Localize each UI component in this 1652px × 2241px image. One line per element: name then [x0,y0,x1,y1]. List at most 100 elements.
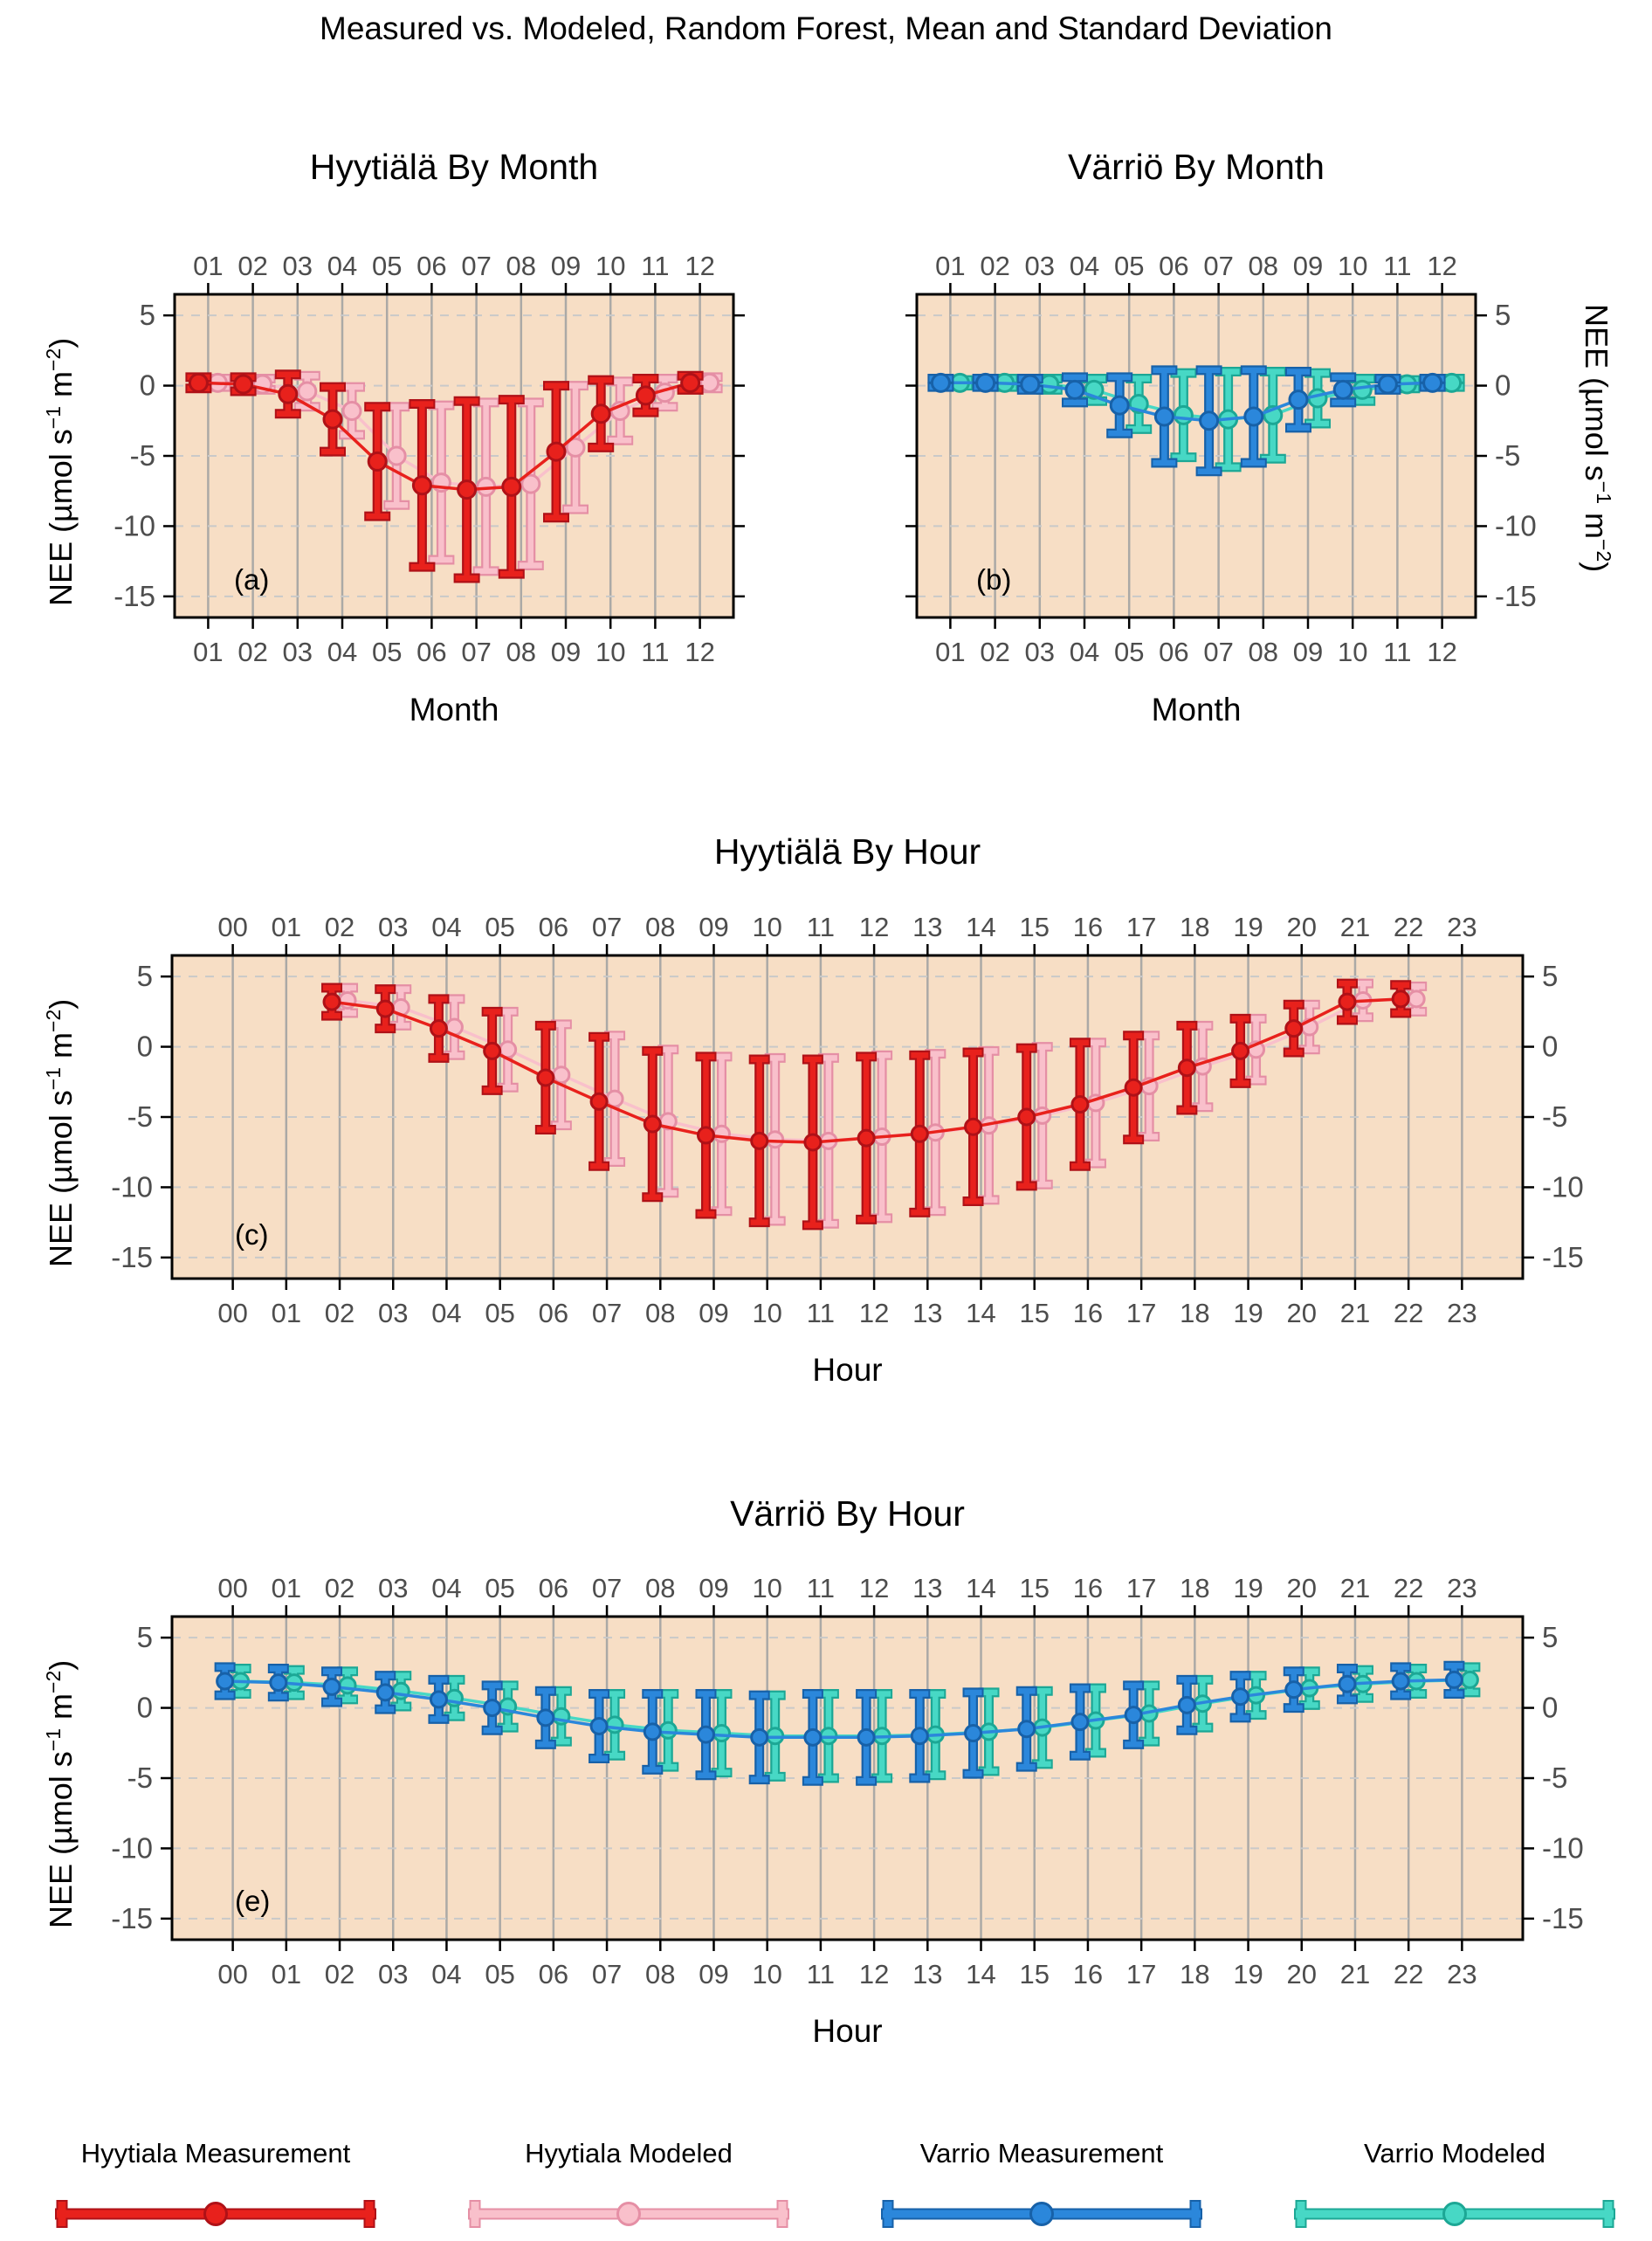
svg-text:-10: -10 [114,509,155,541]
svg-text:10: 10 [752,1573,781,1603]
svg-text:16: 16 [1073,1959,1103,1989]
legend-label-hyytiala-modeled: Hyytiala Modeled [525,2138,733,2169]
svg-text:23: 23 [1447,1573,1476,1603]
svg-text:11: 11 [807,1298,835,1328]
svg-text:01: 01 [935,637,965,667]
svg-text:06: 06 [539,1959,568,1989]
panel-e-title: Värriö By Hour [730,1493,965,1534]
svg-text:04: 04 [1070,251,1099,281]
svg-text:11: 11 [641,251,669,281]
svg-text:21: 21 [1340,1959,1370,1989]
svg-text:12: 12 [859,912,889,942]
svg-text:13: 13 [912,912,942,942]
svg-text:-15: -15 [1542,1902,1584,1934]
panel-e-yaxis-title: NEE (µmol s−1 m−2) [42,1659,79,1928]
svg-text:07: 07 [461,251,491,281]
panel-c-letter: (c) [235,1218,269,1251]
svg-text:07: 07 [1203,251,1233,281]
svg-text:07: 07 [592,1959,622,1989]
svg-text:17: 17 [1126,1573,1156,1603]
svg-text:04: 04 [431,912,461,942]
legend-glyph-hyytiala-modeled [468,2200,789,2228]
svg-text:-5: -5 [1542,1100,1567,1133]
panel-c-plot: 0000010102020303040405050606070708080909… [111,912,1583,1328]
svg-text:05: 05 [485,1298,514,1328]
svg-text:23: 23 [1447,1959,1476,1989]
svg-text:09: 09 [551,637,581,667]
svg-text:19: 19 [1233,1298,1263,1328]
svg-text:16: 16 [1073,912,1103,942]
svg-text:06: 06 [539,1298,568,1328]
svg-text:04: 04 [1070,637,1099,667]
svg-text:02: 02 [237,251,267,281]
svg-text:5: 5 [1542,960,1558,992]
panel-e-xaxis-title: Hour [812,2013,883,2049]
panel-c-yaxis-title: NEE (µmol s−1 m−2) [42,998,79,1267]
svg-text:06: 06 [416,251,446,281]
svg-text:10: 10 [752,1959,781,1989]
svg-text:-10: -10 [111,1831,153,1864]
svg-text:21: 21 [1340,912,1370,942]
svg-text:07: 07 [592,912,622,942]
svg-text:02: 02 [237,637,267,667]
svg-text:08: 08 [1249,637,1278,667]
panel-b-plot: 0101020203030404050506060707080809091010… [905,251,1537,667]
svg-text:08: 08 [645,1298,675,1328]
svg-text:23: 23 [1447,912,1476,942]
svg-text:11: 11 [1383,637,1411,667]
svg-text:00: 00 [217,1298,247,1328]
legend-glyph-hyytiala-measurement [55,2200,376,2228]
svg-text:05: 05 [1114,251,1144,281]
svg-text:08: 08 [1249,251,1278,281]
svg-text:01: 01 [193,251,223,281]
legend-glyph-varrio-measurement [881,2200,1202,2228]
legend-glyph-varrio-modeled [1294,2200,1615,2228]
panel-a-plot: 0101020203030404050506060707080809091010… [114,251,745,667]
svg-text:20: 20 [1287,1959,1317,1989]
svg-text:12: 12 [859,1959,889,1989]
svg-text:08: 08 [645,912,675,942]
svg-text:09: 09 [699,1959,728,1989]
svg-text:12: 12 [1427,251,1456,281]
svg-text:13: 13 [912,1298,942,1328]
svg-text:10: 10 [1338,251,1367,281]
svg-text:00: 00 [217,1573,247,1603]
svg-text:20: 20 [1287,1573,1317,1603]
svg-text:5: 5 [137,1621,153,1653]
panel-b-letter: (b) [976,563,1012,596]
svg-text:12: 12 [685,251,714,281]
svg-text:08: 08 [645,1959,675,1989]
svg-text:12: 12 [859,1298,889,1328]
svg-text:15: 15 [1019,1959,1049,1989]
svg-text:02: 02 [980,251,1009,281]
svg-text:09: 09 [699,1298,728,1328]
svg-text:19: 19 [1233,1959,1263,1989]
svg-text:06: 06 [539,912,568,942]
svg-text:11: 11 [807,1573,835,1603]
panel-e-letter: (e) [235,1885,271,1917]
svg-text:02: 02 [325,1573,354,1603]
svg-text:08: 08 [506,637,536,667]
svg-text:10: 10 [1338,637,1367,667]
panel-b-xaxis-title: Month [1151,692,1242,727]
svg-text:21: 21 [1340,1298,1370,1328]
legend-label-varrio-measurement: Varrio Measurement [919,2138,1164,2169]
svg-text:15: 15 [1019,912,1049,942]
svg-text:04: 04 [431,1298,461,1328]
svg-text:-15: -15 [111,1241,153,1273]
svg-text:06: 06 [539,1573,568,1603]
svg-text:10: 10 [595,637,625,667]
svg-text:11: 11 [641,637,669,667]
svg-text:03: 03 [1025,637,1055,667]
svg-text:22: 22 [1394,1573,1423,1603]
svg-text:0: 0 [140,369,155,402]
svg-text:-15: -15 [111,1902,153,1934]
svg-text:16: 16 [1073,1298,1103,1328]
svg-text:-5: -5 [1495,439,1520,472]
svg-text:18: 18 [1180,1573,1209,1603]
svg-text:11: 11 [807,912,835,942]
svg-text:02: 02 [980,637,1009,667]
svg-text:-5: -5 [127,1762,153,1794]
svg-text:22: 22 [1394,1298,1423,1328]
svg-text:06: 06 [1159,637,1188,667]
